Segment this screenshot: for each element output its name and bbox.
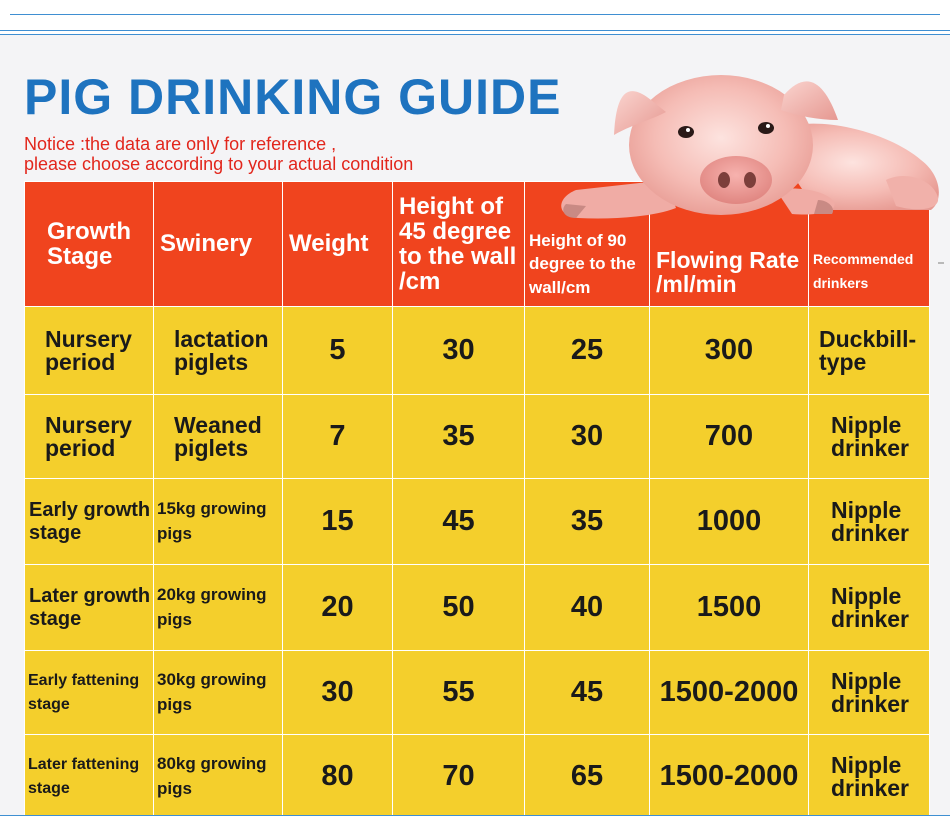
cell-growth-stage: Nursery period <box>24 306 154 395</box>
table-row: Early growth stage 15kg growing pigs 15 45… <box>24 478 930 565</box>
header-height-45: Height of 45 degree to the wall /cm <box>392 181 525 307</box>
table-row: Nursery period lactation piglets 5 30 25 3… <box>24 306 930 395</box>
table-row: Later growth stage 20kg growing pigs 20 50… <box>24 564 930 651</box>
cell-flowing-rate: 700 <box>649 394 809 479</box>
notice-line-2: please choose according to your actual c… <box>24 154 414 174</box>
header-recommended-drinkers: Recommended drinkers <box>808 181 930 307</box>
cell-height-45: 70 <box>392 734 525 819</box>
cell-growth-stage: Early fattening stage <box>24 650 154 735</box>
top-frame <box>0 0 950 31</box>
cell-flowing-rate: 1500-2000 <box>649 650 809 735</box>
drinking-guide-table: Growth Stage Swinery Weight Height of 45… <box>24 181 930 819</box>
cell-swinery: 15kg growing pigs <box>153 478 283 565</box>
cell-drinker: Duckbill-type <box>808 306 930 395</box>
cell-height-90: 25 <box>524 306 650 395</box>
cell-swinery: 20kg growing pigs <box>153 564 283 651</box>
table-body: Nursery period lactation piglets 5 30 25 3… <box>24 306 930 819</box>
cell-height-45: 50 <box>392 564 525 651</box>
header-flowing-rate: Flowing Rate /ml/min <box>649 181 809 307</box>
cell-growth-stage: Nursery period <box>24 394 154 479</box>
cell-flowing-rate: 1500-2000 <box>649 734 809 819</box>
table-row: Later fattening stage 80kg growing pigs 80… <box>24 734 930 819</box>
notice-text: Notice :the data are only for reference … <box>24 134 413 174</box>
cell-weight: 15 <box>282 478 393 565</box>
table-row: Early fattening stage 30kg growing pigs 30… <box>24 650 930 735</box>
cell-weight: 20 <box>282 564 393 651</box>
cell-height-45: 30 <box>392 306 525 395</box>
cell-height-90: 35 <box>524 478 650 565</box>
cell-height-90: 45 <box>524 650 650 735</box>
cell-drinker: Nipple drinker <box>808 734 930 819</box>
cell-drinker: Nipple drinker <box>808 394 930 479</box>
cell-swinery: Weaned piglets <box>153 394 283 479</box>
table-row: Nursery period Weaned piglets 7 35 30 700 … <box>24 394 930 479</box>
cell-swinery: lactation piglets <box>153 306 283 395</box>
cell-weight: 30 <box>282 650 393 735</box>
cell-height-90: 30 <box>524 394 650 479</box>
edge-mark <box>938 262 944 264</box>
header-swinery: Swinery <box>153 181 283 307</box>
cell-height-45: 35 <box>392 394 525 479</box>
cell-weight: 80 <box>282 734 393 819</box>
cell-weight: 7 <box>282 394 393 479</box>
header-weight: Weight <box>282 181 393 307</box>
cell-flowing-rate: 300 <box>649 306 809 395</box>
cell-swinery: 80kg growing pigs <box>153 734 283 819</box>
cell-swinery: 30kg growing pigs <box>153 650 283 735</box>
cell-flowing-rate: 1000 <box>649 478 809 565</box>
cell-growth-stage: Later fattening stage <box>24 734 154 819</box>
header-growth-stage: Growth Stage <box>24 181 154 307</box>
page-title: PIG DRINKING GUIDE <box>24 69 562 125</box>
cell-weight: 5 <box>282 306 393 395</box>
cell-drinker: Nipple drinker <box>808 478 930 565</box>
cell-growth-stage: Early growth stage <box>24 478 154 565</box>
cell-drinker: Nipple drinker <box>808 650 930 735</box>
notice-line-1: Notice :the data are only for reference … <box>24 134 337 154</box>
cell-flowing-rate: 1500 <box>649 564 809 651</box>
cell-height-90: 65 <box>524 734 650 819</box>
top-frame-line <box>10 14 940 15</box>
cell-growth-stage: Later growth stage <box>24 564 154 651</box>
cell-height-45: 55 <box>392 650 525 735</box>
header-height-90: Height of 90 degree to the wall/cm <box>524 181 650 307</box>
cell-height-90: 40 <box>524 564 650 651</box>
cell-drinker: Nipple drinker <box>808 564 930 651</box>
cell-height-45: 45 <box>392 478 525 565</box>
table-header-row: Growth Stage Swinery Weight Height of 45… <box>24 181 930 307</box>
bottom-frame <box>0 815 950 826</box>
